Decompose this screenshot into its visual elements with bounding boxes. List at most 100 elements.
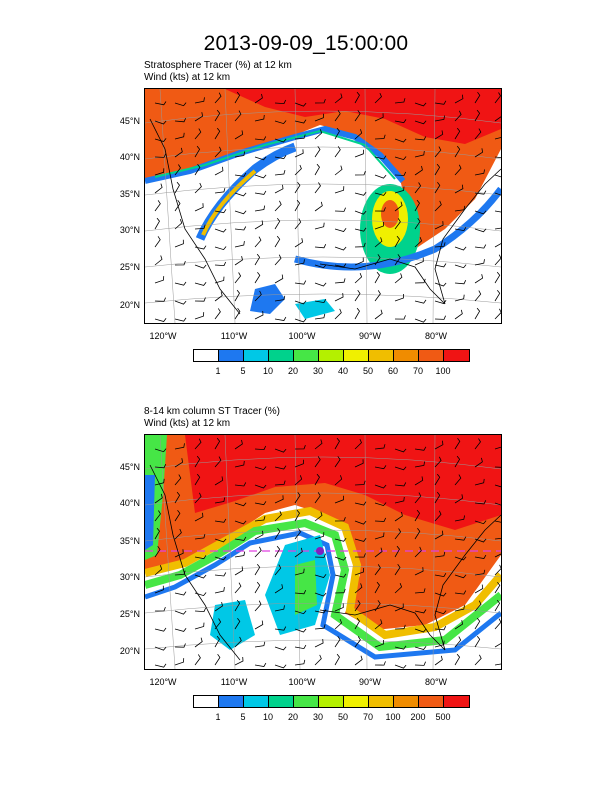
wind-barb [334, 556, 347, 561]
wind-barb [194, 574, 207, 579]
lon-label-90-p2: 90°W [358, 677, 382, 687]
wind-barb [214, 635, 220, 648]
colorbar-label: 20 [287, 366, 298, 376]
wind-barb [154, 565, 163, 576]
wind-barb [154, 297, 166, 302]
wind-barb [214, 209, 227, 214]
wind-barb [354, 149, 364, 158]
wind-barb [454, 264, 467, 269]
wind-barb [154, 120, 167, 125]
wind-barb [194, 637, 203, 648]
lat-label-45-p2: 45°N [119, 462, 140, 472]
wind-barb [394, 293, 404, 302]
wind-barb [374, 155, 387, 160]
wind-barb [494, 192, 501, 196]
wind-barb [294, 119, 307, 124]
lon-label-80-p2: 80°W [424, 677, 448, 687]
wind-barb [154, 464, 167, 469]
wind-barb [434, 300, 447, 304]
wind-barb [174, 643, 186, 648]
wind-barb [434, 491, 441, 504]
tracer-swirl-se-core [381, 200, 399, 228]
wind-barb [334, 573, 347, 578]
wind-barb [274, 99, 287, 105]
wind-barb [314, 146, 321, 158]
wind-barb [334, 110, 341, 122]
wind-barb [454, 226, 467, 232]
wind-barb [394, 138, 407, 143]
wind-barb [394, 315, 406, 320]
wind-barb [154, 478, 165, 486]
wind-barb [334, 588, 346, 594]
wind-barb [434, 655, 443, 666]
wind-barb [334, 653, 340, 666]
wind-barb [154, 585, 164, 594]
wind-barb [434, 640, 445, 648]
wind-barb [494, 537, 501, 540]
wind-barb [434, 626, 447, 631]
wind-barb [274, 138, 287, 143]
wind-barb [174, 474, 182, 486]
wind-barb [294, 199, 301, 212]
wind-barb [394, 583, 403, 594]
marker-point [316, 547, 324, 555]
wind-barb [394, 448, 407, 453]
wind-barb [274, 155, 287, 160]
lon-label-100: 100°W [288, 331, 316, 341]
wind-barb [474, 617, 481, 630]
wind-barb [174, 549, 184, 558]
panel-1-title-line-2: Wind (kts) at 12 km [144, 72, 231, 83]
wind-barb [194, 245, 207, 250]
wind-barb [494, 446, 501, 450]
wind-barb [254, 515, 266, 522]
lon-label-120-p2: 120°W [149, 677, 177, 687]
wind-barb [334, 127, 340, 140]
wind-barb [174, 610, 187, 615]
wind-barb [494, 484, 501, 488]
wind-barb [314, 574, 327, 578]
wind-barb [354, 438, 362, 450]
wind-barb [214, 291, 223, 302]
wind-barb [214, 437, 221, 450]
panel-2-title-line-2: Wind (kts) at 12 km [144, 418, 231, 429]
wind-barb [414, 461, 425, 468]
wind-barb [494, 466, 501, 468]
wind-barb [334, 475, 343, 486]
wind-barb [414, 165, 423, 176]
colorbar-label: 70 [362, 712, 373, 722]
wind-barb [294, 149, 304, 158]
wind-barb [354, 307, 360, 320]
wind-barb [374, 484, 387, 489]
wind-barb [194, 97, 205, 104]
wind-barb [294, 590, 307, 595]
wind-barb [154, 168, 165, 176]
wind-barb [294, 528, 301, 540]
wind-barb [194, 555, 207, 560]
wind-barb [494, 254, 501, 266]
column-tracer-edge-green [145, 518, 501, 652]
lon-label-110: 110°W [220, 331, 248, 341]
lon-label-80: 80°W [424, 331, 448, 341]
wind-barb [174, 281, 187, 286]
colorbar-swatch [344, 350, 369, 361]
tracer-green-edge [154, 129, 396, 180]
wind-barb [354, 583, 363, 594]
wind-barb [394, 201, 403, 212]
wind-barb [414, 527, 421, 540]
wind-barb [254, 530, 264, 540]
wind-barb [354, 520, 367, 525]
wind-barb [254, 600, 262, 612]
wind-barb [354, 110, 361, 122]
wind-barb [474, 274, 484, 284]
coastline-2 [149, 464, 501, 661]
wind-barb [194, 182, 202, 194]
wind-barb [334, 293, 344, 302]
wind-barb [394, 218, 401, 230]
colorbar-swatch [444, 350, 469, 361]
panel-1-colorbar [193, 349, 470, 362]
wind-barb [234, 536, 247, 541]
colorbar-label: 60 [387, 366, 398, 376]
wind-barb [474, 190, 487, 195]
wind-barb [414, 588, 426, 594]
wind-barb [334, 146, 341, 158]
